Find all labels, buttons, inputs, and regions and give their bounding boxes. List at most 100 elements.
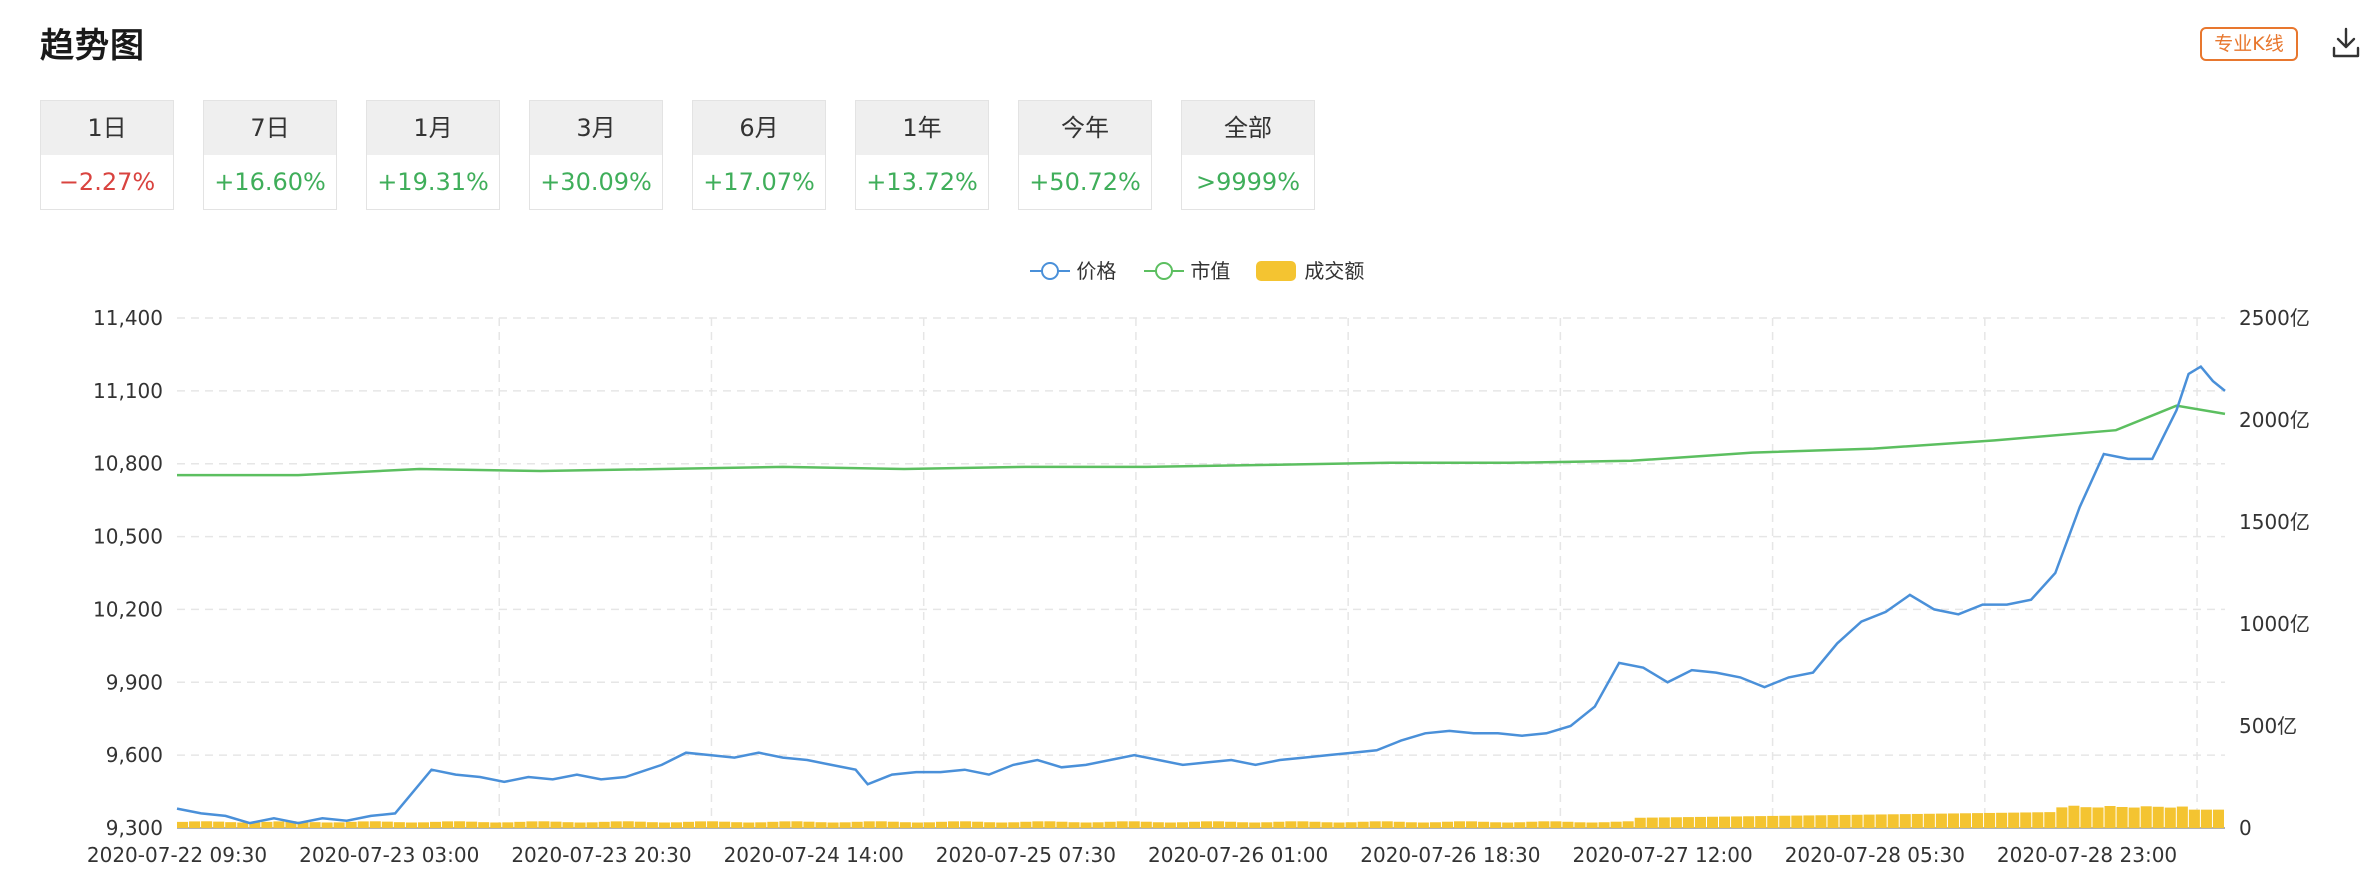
volume-bar [1586,822,1598,828]
tab-label: 1日 [41,101,173,155]
x-tick-label: 2020-07-26 01:00 [1148,843,1328,867]
volume-bar [1490,822,1502,828]
volume-bar [1911,813,1923,828]
pro-kline-button[interactable]: 专业K线 [2200,27,2298,61]
tab-1m[interactable]: 1月 +19.31% [366,100,500,210]
volume-bar [213,821,225,828]
legend-item-price[interactable]: 价格 [1030,256,1116,286]
volume-bar [1598,822,1610,828]
volume-bar [1803,815,1815,828]
volume-bar [1092,822,1104,828]
volume-bar [514,821,526,828]
volume-bar [2176,806,2188,828]
tab-label: 3月 [530,101,662,155]
volume-bar [1658,817,1670,828]
volume-bar [887,821,899,828]
y-right-tick-label: 1500亿 [2239,510,2310,534]
tab-all[interactable]: 全部 >9999% [1181,100,1315,210]
volume-bar [863,821,875,828]
volume-bar [598,821,610,828]
legend-item-market-cap[interactable]: 市值 [1144,256,1230,286]
tab-6m[interactable]: 6月 +17.07% [692,100,826,210]
volume-bar [2032,812,2044,828]
volume-bar [1526,821,1538,828]
volume-bar [1321,822,1333,828]
tab-3m[interactable]: 3月 +30.09% [529,100,663,210]
tab-change: +19.31% [377,168,489,196]
volume-bar [369,821,381,828]
y-left-tick-label: 9,900 [106,670,163,694]
volume-bar [502,822,514,828]
x-tick-label: 2020-07-24 14:00 [724,843,904,867]
x-tick-label: 2020-07-23 20:30 [511,843,691,867]
tab-ytd[interactable]: 今年 +50.72% [1018,100,1152,210]
volume-bar [1309,821,1321,828]
volume-bar [1622,821,1634,828]
volume-bar [695,821,707,828]
volume-bar [526,821,538,828]
x-tick-label: 2020-07-25 07:30 [936,843,1116,867]
tab-change: +16.60% [214,168,326,196]
volume-bar [923,822,935,828]
tab-7d[interactable]: 7日 +16.60% [203,100,337,210]
tab-change: −2.27% [58,168,156,196]
volume-bar [996,822,1008,828]
volume-bar [442,821,454,828]
volume-bar [935,821,948,828]
volume-bar [1947,813,1959,828]
y-left-tick-label: 10,500 [93,525,163,549]
volume-bar [1044,821,1056,828]
volume-bar [743,822,755,828]
tab-change: +50.72% [1029,168,1141,196]
volume-bar [1562,821,1574,828]
volume-bar [839,822,851,828]
volume-bar [1020,821,1032,828]
volume-bar [719,821,731,828]
volume-bar [731,822,743,828]
volume-bar [948,821,960,828]
download-icon[interactable] [2330,26,2362,60]
volume-bar [177,821,189,828]
line-marker-icon [1144,262,1184,280]
volume-bar [550,821,562,828]
volume-bar [1767,815,1779,828]
tab-1d[interactable]: 1日 −2.27% [40,100,174,210]
y-left-tick-label: 9,300 [106,816,163,840]
volume-bar [1959,813,1972,828]
volume-bar [1237,822,1249,828]
volume-bar [1682,817,1694,828]
volume-bar [2116,806,2128,828]
volume-bar [1249,822,1261,828]
volume-bar [1610,821,1622,828]
volume-bar [1405,822,1417,828]
volume-bar [1827,815,1839,828]
volume-bar [1514,822,1526,828]
volume-bar [333,822,345,828]
x-tick-label: 2020-07-26 18:30 [1360,843,1540,867]
volume-bar [538,821,550,828]
tab-label: 全部 [1182,101,1314,155]
volume-bar [189,821,201,828]
price-line [176,364,2226,825]
volume-bar [1152,822,1164,828]
y-right-tick-label: 2000亿 [2239,408,2310,432]
tab-1y[interactable]: 1年 +13.72% [855,100,989,210]
volume-bar [1116,821,1128,828]
volume-bar [417,822,429,828]
volume-bar [2044,812,2056,828]
tab-change: +30.09% [540,168,652,196]
volume-bar [803,821,815,828]
legend-item-volume[interactable]: 成交额 [1254,256,1364,286]
volume-bar [634,821,646,828]
bar-swatch-icon [1256,261,1296,281]
volume-bar [1381,821,1393,828]
y-left-tick-label: 9,600 [106,743,163,767]
volume-bar [393,822,405,828]
tab-label: 今年 [1019,101,1151,155]
volume-bar [815,822,827,828]
volume-bar [2008,812,2020,828]
volume-bar [1140,821,1152,828]
volume-bar [1670,817,1682,828]
volume-bar [1694,816,1706,828]
